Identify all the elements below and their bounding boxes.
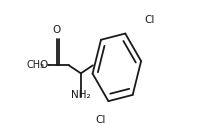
Text: O: O [40,60,48,70]
Text: CH₃: CH₃ [27,60,45,70]
Text: Cl: Cl [96,115,106,125]
Text: O: O [53,25,61,35]
Text: NH₂: NH₂ [71,90,91,100]
Text: Cl: Cl [144,15,155,25]
